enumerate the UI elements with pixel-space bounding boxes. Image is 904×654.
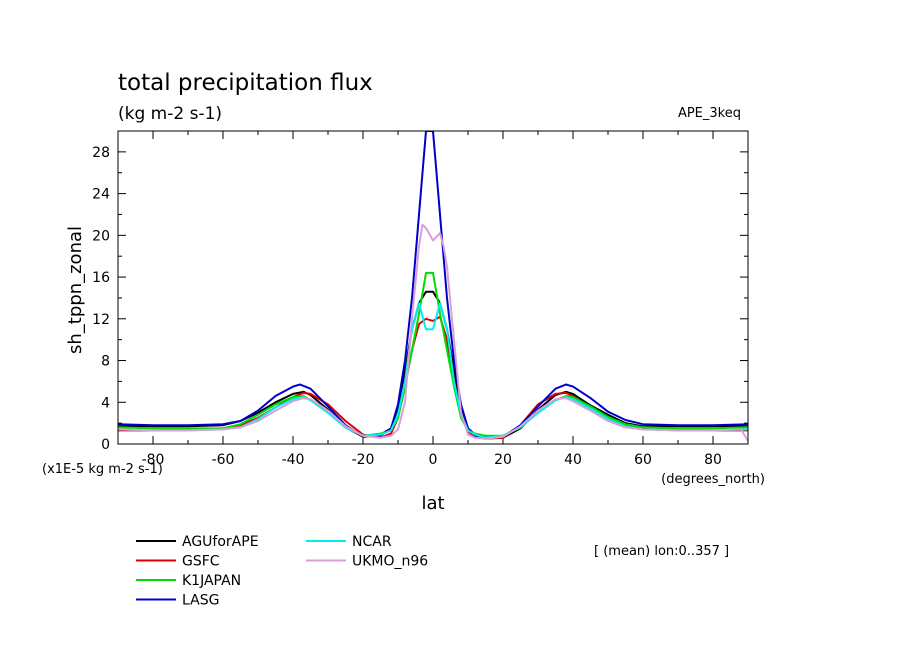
x-tick-label: -20 (352, 452, 375, 468)
y-tick-label: 0 (101, 437, 110, 453)
chart-title: total precipitation flux (118, 70, 373, 96)
y-axis-label: sh_tppn_zonal (65, 226, 86, 354)
y-axis-units: (x1E-5 kg m-2 s-1) (42, 462, 163, 477)
legend-label-aguforape: AGUforAPE (182, 534, 259, 550)
series-lines (118, 131, 748, 442)
x-tick-label: 40 (564, 452, 582, 468)
x-axis-label: lat (421, 493, 444, 514)
y-tick-label: 28 (92, 145, 110, 161)
dataset-label: APE_3keq (678, 106, 741, 121)
x-tick-label: -40 (282, 452, 305, 468)
y-tick-label: 4 (101, 395, 110, 411)
legend-label-ukmo-n96: UKMO_n96 (352, 554, 428, 570)
plot-frame (117, 130, 749, 445)
legend-label-k1japan: K1JAPAN (182, 573, 241, 589)
y-tick-label: 12 (92, 312, 110, 328)
legend-label-lasg: LASG (182, 593, 219, 609)
legend-label-gsfc: GSFC (182, 554, 220, 570)
y-tick-label: 16 (92, 270, 110, 286)
series-line-aguforape (118, 290, 748, 439)
legend: AGUforAPE GSFC K1JAPAN LASG NCAR UKMO_n96 (136, 534, 428, 609)
series-line-ukmo-n96 (118, 223, 748, 442)
legend-label-ncar: NCAR (352, 534, 392, 550)
y-tick-label: 20 (92, 228, 110, 244)
series-line-ncar (118, 302, 748, 439)
x-tick-label: 60 (634, 452, 652, 468)
x-axis-units: (degrees_north) (661, 472, 765, 487)
x-tick-label: 20 (494, 452, 512, 468)
x-tick-label: 80 (704, 452, 722, 468)
chart-subtitle: (kg m-2 s-1) (118, 104, 222, 124)
y-tick-label: 8 (101, 354, 110, 370)
x-tick-label: -80 (142, 452, 165, 468)
series-line-gsfc (118, 315, 748, 440)
series-line-k1japan (118, 271, 748, 437)
y-tick-label: 24 (92, 187, 110, 203)
mean-annotation: [ (mean) lon:0..357 ] (594, 544, 729, 559)
x-tick-label: 0 (429, 452, 438, 468)
x-tick-label: -60 (212, 452, 235, 468)
axis-ticks: -80 -60 -40 -20 0 20 40 60 80 0 4 8 12 16 20 24 28 (92, 130, 749, 468)
series-line-lasg (118, 131, 748, 439)
